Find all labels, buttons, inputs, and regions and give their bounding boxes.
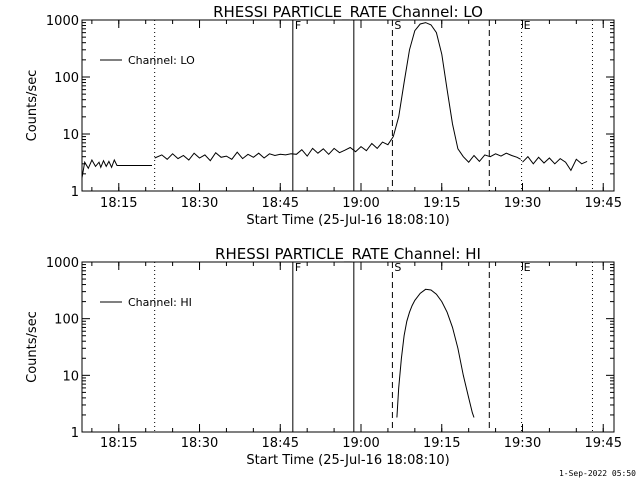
y-tick-label: 1 [71,426,79,441]
x-tick-label: 19:30 [504,436,541,451]
plot-frame [81,261,615,433]
legend-label: Channel: HI [128,296,192,309]
event-marker-label: E [524,19,531,32]
y-tick-label: 100 [54,71,79,86]
y-tick-label: 10 [62,128,79,143]
y-tick-label: 1000 [46,256,79,271]
x-tick-label: 19:45 [585,436,622,451]
panel-hi: RHESSI PARTICLE_RATE Channel: HIF S E 1 10 10… [25,245,622,468]
series-line [522,155,588,172]
event-marker-label: E [524,261,531,274]
legend-label: Channel: LO [128,54,195,67]
x-tick-label: 18:15 [100,436,137,451]
y-tick-label: 1 [71,185,79,200]
x-tick-label: 19:45 [585,196,622,211]
chart-title: RHESSI PARTICLE_RATE Channel: LO [213,3,483,22]
x-tick-label: 18:30 [181,196,218,211]
event-marker-label: F [295,19,301,32]
series-line [81,158,152,178]
panel-lo: RHESSI PARTICLE_RATE Channel: LOF S E 1 10 10… [25,3,622,228]
series-line [396,288,475,418]
chart-title: RHESSI PARTICLE_RATE Channel: HI [215,245,481,264]
x-tick-label: 18:45 [262,436,299,451]
x-tick-label: 19:15 [423,436,460,451]
event-marker-label: S [394,261,401,274]
x-tick-label: 18:30 [181,436,218,451]
y-axis-label: Counts/sec [25,70,40,142]
y-tick-label: 1000 [46,14,79,29]
y-tick-label: 100 [54,313,79,328]
x-axis-label: Start Time (25-Jul-16 18:08:10) [246,453,449,468]
x-tick-label: 19:00 [342,436,379,451]
event-marker-label: F [295,261,301,274]
plot-frame [81,19,615,192]
x-tick-label: 18:15 [100,196,137,211]
x-tick-label: 19:15 [423,196,460,211]
x-tick-label: 19:00 [342,196,379,211]
y-tick-label: 10 [62,369,79,384]
event-marker-label: S [394,19,401,32]
series-line [154,22,521,163]
x-tick-label: 18:45 [262,196,299,211]
y-axis-label: Counts/sec [25,311,40,383]
footer-timestamp: 1-Sep-2022 05:50 [558,469,636,478]
x-tick-label: 19:30 [504,196,541,211]
x-axis-label: Start Time (25-Jul-16 18:08:10) [246,213,449,228]
